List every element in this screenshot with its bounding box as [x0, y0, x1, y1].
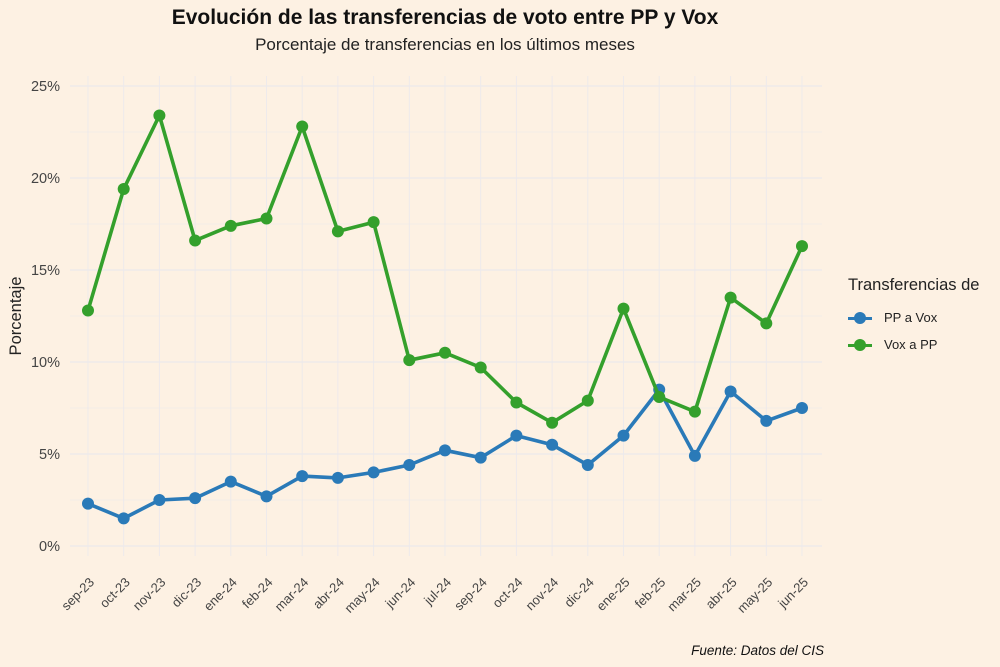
data-point-pp-a-vox	[724, 385, 737, 398]
data-point-pp-a-vox	[474, 451, 487, 464]
data-point-pp-a-vox	[760, 414, 773, 427]
data-point-pp-a-vox	[581, 459, 594, 472]
data-point-vox-a-pp	[153, 109, 166, 122]
y-tick-label: 25%	[31, 79, 60, 95]
data-point-vox-a-pp	[724, 291, 737, 304]
data-point-vox-a-pp	[367, 216, 380, 229]
data-point-pp-a-vox	[617, 429, 630, 442]
x-tick-label: may-25	[734, 575, 775, 616]
x-tick-label: may-24	[341, 575, 382, 616]
x-tick-label: sep-23	[58, 575, 97, 614]
legend-key-pp-a-vox	[848, 311, 872, 325]
x-tick-label: ene-24	[201, 575, 240, 614]
x-tick-label: feb-25	[632, 575, 669, 612]
data-point-vox-a-pp	[189, 234, 202, 247]
legend-label-vox-a-pp: Vox a PP	[884, 337, 938, 352]
data-point-vox-a-pp	[688, 405, 701, 418]
data-point-vox-a-pp	[760, 317, 773, 330]
data-point-vox-a-pp	[581, 394, 594, 407]
x-tick-label: sep-24	[451, 575, 490, 614]
data-point-pp-a-vox	[403, 459, 416, 472]
y-tick-label: 5%	[39, 447, 60, 463]
x-tick-label: nov-23	[130, 575, 169, 614]
y-axis-label: Porcentaje	[7, 277, 25, 356]
data-point-vox-a-pp	[331, 225, 344, 238]
data-point-vox-a-pp	[617, 302, 630, 315]
data-point-pp-a-vox	[439, 444, 451, 457]
y-axis: 0% 5% 10% 15% 20% 25%	[31, 79, 60, 555]
data-point-pp-a-vox	[189, 492, 202, 505]
data-point-vox-a-pp	[224, 219, 237, 232]
legend-key-vox-a-pp	[848, 338, 872, 352]
data-point-vox-a-pp	[653, 390, 666, 403]
y-tick-label: 15%	[31, 263, 60, 279]
x-tick-label: oct-24	[489, 575, 525, 611]
data-point-vox-a-pp	[439, 346, 451, 359]
data-point-vox-a-pp	[510, 396, 523, 409]
data-point-pp-a-vox	[296, 470, 309, 483]
x-tick-label: mar-25	[664, 575, 704, 615]
data-point-vox-a-pp	[403, 354, 416, 367]
data-point-pp-a-vox	[510, 429, 523, 442]
chart-title: Evolución de las transferencias de voto …	[171, 6, 719, 29]
x-tick-label: jun-25	[774, 575, 811, 612]
data-point-pp-a-vox	[796, 402, 808, 414]
x-tick-label: ene-25	[593, 575, 632, 614]
x-tick-label: dic-23	[169, 575, 205, 611]
x-tick-label: oct-23	[97, 575, 133, 611]
legend-item-pp-a-vox: PP a Vox	[848, 304, 979, 331]
data-point-pp-a-vox	[117, 512, 130, 525]
series-layer	[82, 109, 808, 525]
x-tick-label: jun-24	[382, 575, 419, 612]
chart-subtitle: Porcentaje de transferencias en los últi…	[255, 35, 635, 54]
data-point-pp-a-vox	[224, 475, 237, 488]
legend-title: Transferencias de	[848, 276, 980, 294]
data-point-vox-a-pp	[82, 304, 94, 317]
data-point-vox-a-pp	[296, 120, 309, 133]
gridlines	[70, 76, 822, 556]
data-point-vox-a-pp	[117, 183, 130, 196]
x-tick-label: feb-24	[239, 575, 276, 612]
legend-item-vox-a-pp: Vox a PP	[848, 331, 979, 358]
data-point-vox-a-pp	[796, 240, 808, 253]
y-tick-label: 20%	[31, 171, 60, 187]
data-point-pp-a-vox	[153, 494, 166, 506]
data-point-pp-a-vox	[688, 449, 701, 462]
data-point-pp-a-vox	[260, 490, 273, 503]
x-tick-label: jul-24	[420, 575, 454, 609]
data-point-vox-a-pp	[474, 361, 487, 374]
legend: Transferencias de PP a Vox Vox a PP	[848, 276, 979, 358]
x-tick-label: dic-24	[561, 575, 597, 611]
legend-label-pp-a-vox: PP a Vox	[884, 310, 938, 325]
data-point-pp-a-vox	[367, 466, 380, 479]
x-tick-label: nov-24	[523, 575, 562, 614]
data-point-pp-a-vox	[331, 471, 344, 484]
data-point-vox-a-pp	[260, 212, 273, 225]
source-caption: Fuente: Datos del CIS	[691, 643, 824, 658]
data-point-vox-a-pp	[546, 416, 559, 429]
y-tick-label: 10%	[31, 355, 60, 371]
x-tick-label: mar-24	[272, 575, 312, 615]
data-point-pp-a-vox	[82, 497, 94, 510]
y-tick-label: 0%	[39, 539, 60, 555]
data-point-pp-a-vox	[546, 438, 559, 451]
